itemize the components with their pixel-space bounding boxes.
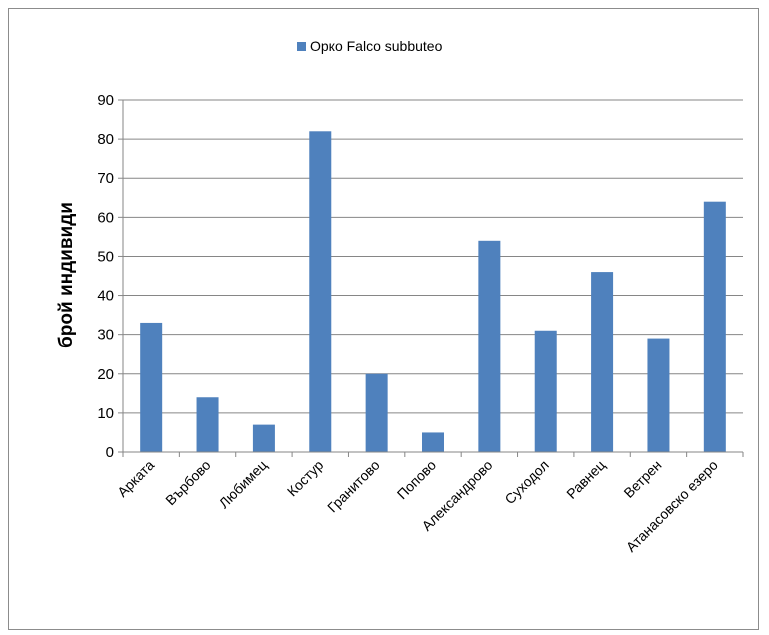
bar — [478, 240, 501, 452]
legend: Орко Falco subbuteo — [297, 38, 443, 54]
legend-swatch — [297, 42, 306, 51]
gridlines — [123, 99, 743, 414]
x-tick-label: Арката — [114, 457, 157, 500]
y-tick-label: 70 — [97, 170, 114, 187]
bar — [140, 322, 163, 452]
bars — [140, 131, 726, 453]
bar — [309, 131, 332, 453]
bar — [365, 373, 388, 452]
y-tick-labels: 0 10 20 30 40 50 60 70 80 90 — [97, 92, 114, 461]
x-tick-label: Равнец — [563, 457, 608, 502]
x-tick-label: Любимец — [216, 457, 270, 511]
x-tick-label: Ветрен — [620, 457, 664, 501]
legend-label: Орко Falco subbuteo — [310, 38, 443, 54]
x-tick-label: Върбово — [162, 457, 214, 509]
y-tick-label: 20 — [97, 366, 114, 383]
x-tick-label: Попово — [394, 457, 440, 503]
y-axis-label: брой индивиди — [56, 202, 77, 348]
y-tick-label: 0 — [106, 444, 114, 461]
bar — [534, 330, 557, 452]
y-tick-label: 10 — [97, 405, 114, 422]
y-tick-label: 60 — [97, 209, 114, 226]
bar — [591, 272, 614, 452]
bar — [703, 201, 726, 452]
chart-frame — [8, 8, 759, 630]
bar — [196, 397, 219, 452]
bar — [422, 432, 444, 452]
y-tick-label: 30 — [97, 327, 114, 344]
y-tick-label: 50 — [97, 248, 114, 265]
y-tick-label: 40 — [97, 288, 114, 305]
bar — [647, 338, 670, 452]
axes — [118, 99, 744, 457]
y-tick-label: 90 — [97, 92, 114, 109]
y-tick-label: 80 — [97, 131, 114, 148]
bar — [252, 424, 275, 452]
x-tick-label: Костур — [284, 457, 327, 500]
x-tick-label: Гранитово — [324, 457, 383, 516]
x-tick-label: Суходол — [501, 457, 551, 507]
